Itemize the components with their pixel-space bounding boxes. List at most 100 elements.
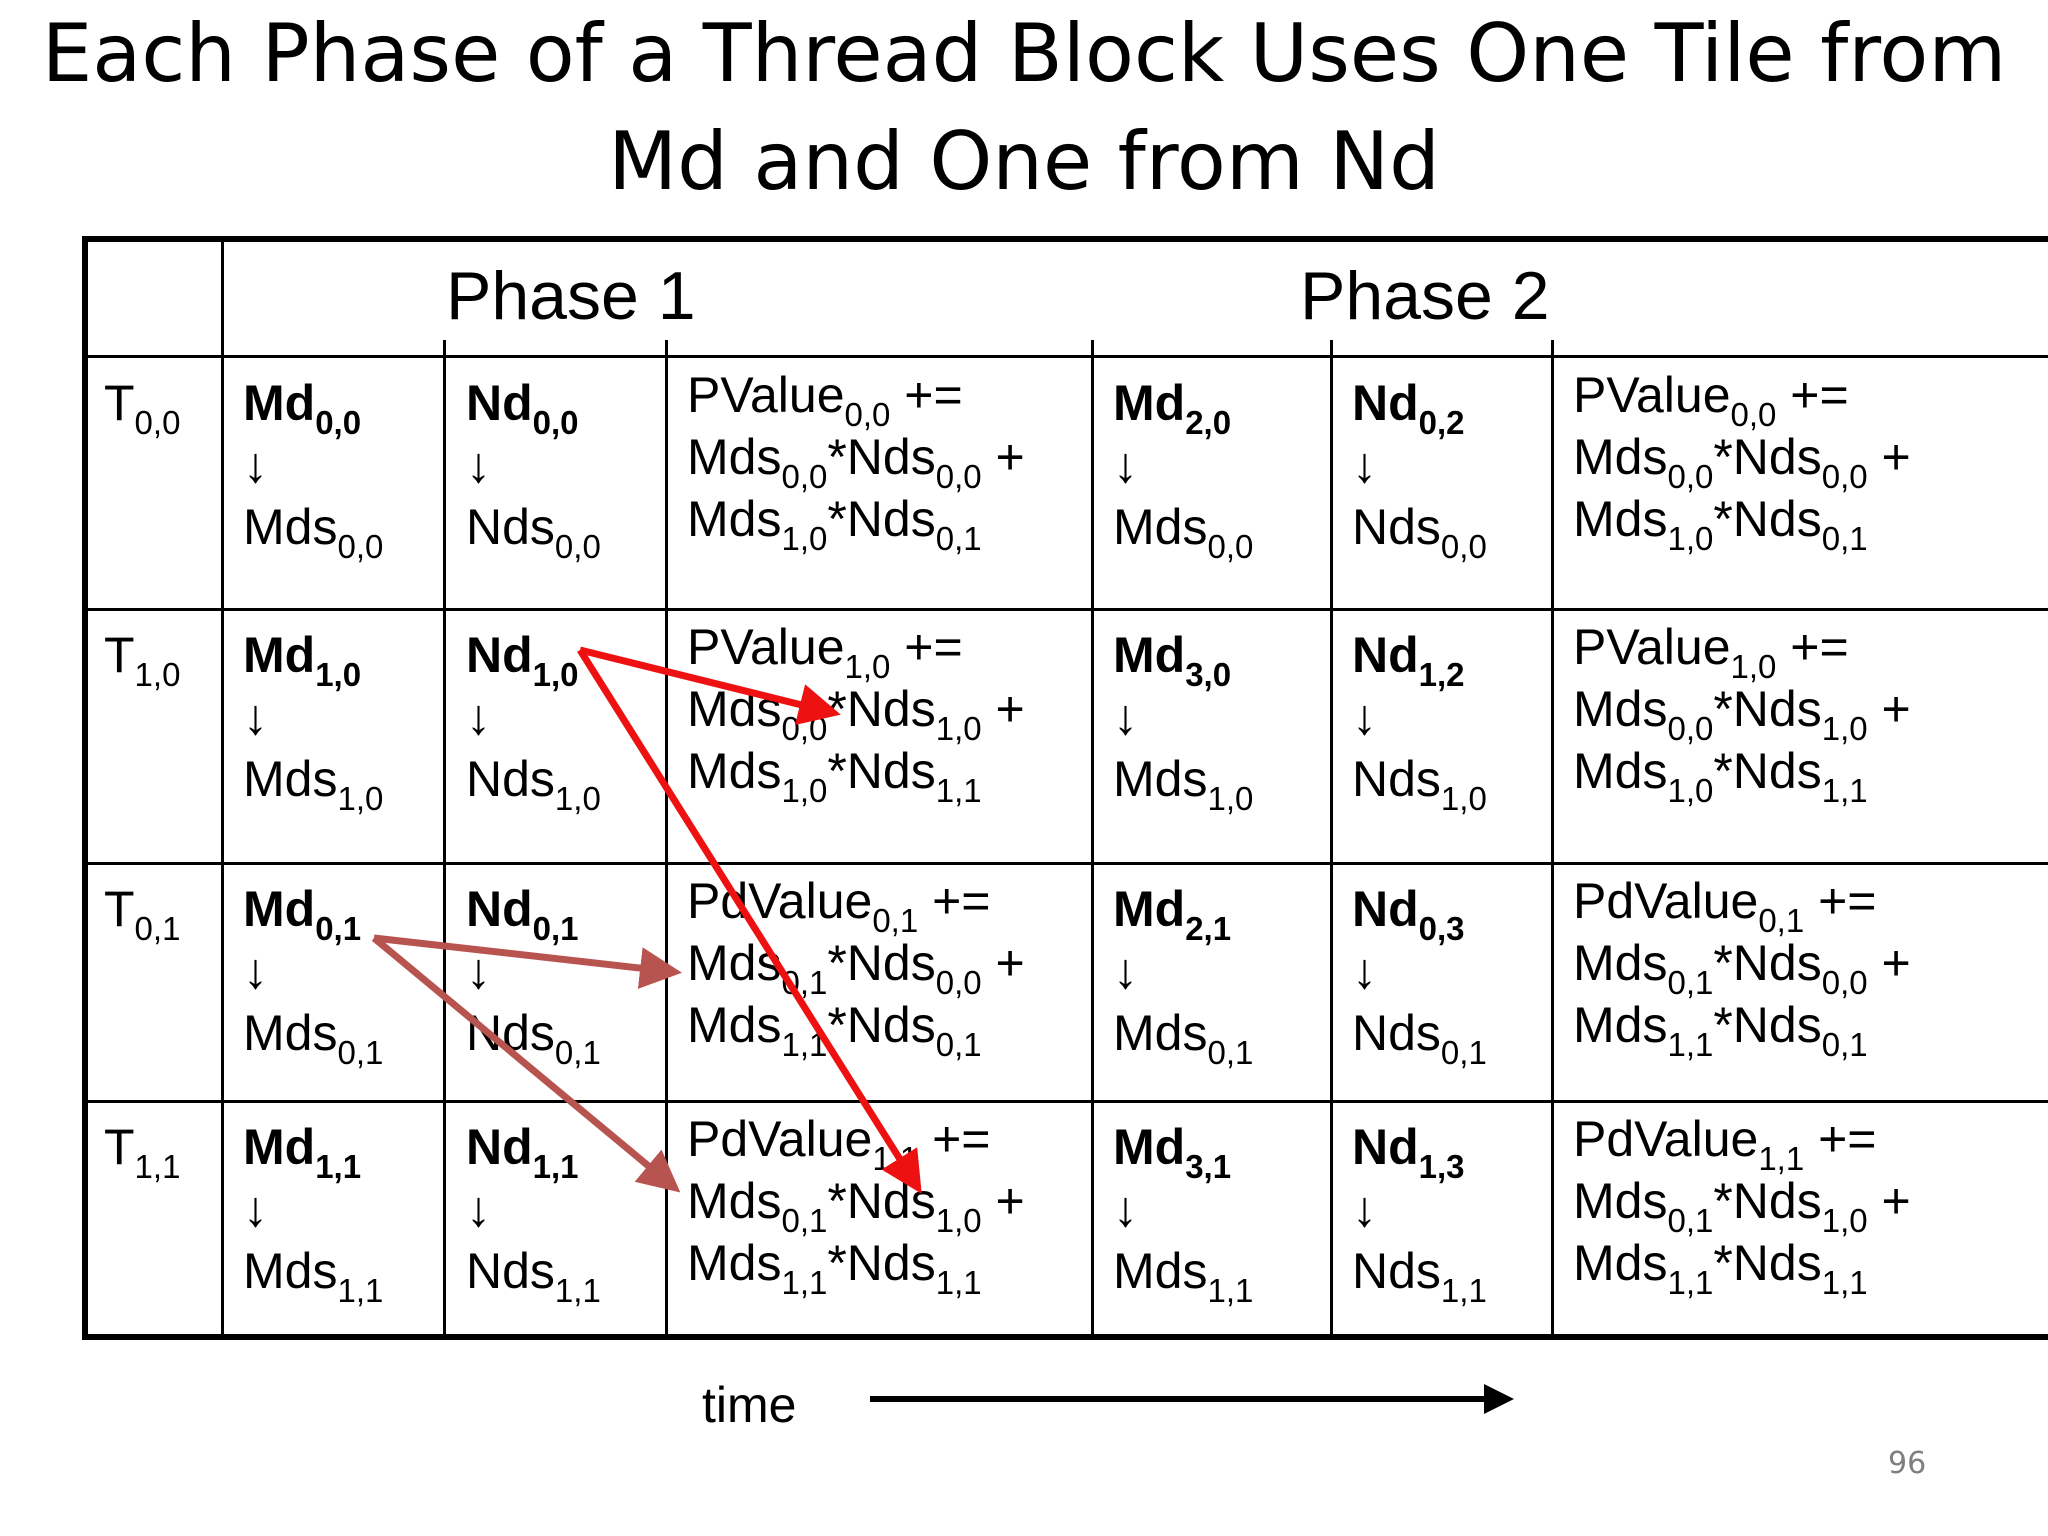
term2-mds-index: 1,0 [781,772,828,809]
md-dest: Mds [1113,499,1208,555]
md-dest: Mds [1113,1005,1208,1061]
term1-mds-index: 0,1 [1667,1202,1714,1239]
md-source: Md [243,1119,316,1175]
nd-source-index: 0,1 [532,910,579,947]
pvalue-cell: PValue1,0 += Mds0,0*Nds1,0 + Mds1,0*Nds1,1 [1573,616,1911,807]
md-dest: Mds [1113,751,1208,807]
term-nds: *Nds [1713,935,1822,991]
nd-dest-index: 1,0 [1440,780,1487,817]
nd-dest: Nds [466,499,555,555]
down-arrow-icon: ↓ [1113,1181,1138,1237]
thread-letter: T [104,881,135,937]
md-source-index: 1,1 [315,1148,362,1185]
term-mds: Mds [1573,681,1668,737]
term-nds: *Nds [1713,1235,1822,1291]
nd-source-index: 1,3 [1418,1148,1465,1185]
md-dest-index: 1,1 [1207,1272,1254,1309]
pvalue-op: += [918,1111,991,1167]
pvalue-op: += [1804,1111,1877,1167]
term-nds: *Nds [827,491,936,547]
row-separator-1 [82,608,2048,611]
nd-load-cell: Nd0,0 ↓ Nds0,0 [466,372,601,563]
col-separator-p1-nd [665,340,668,1338]
term-mds: Mds [1573,997,1668,1053]
md-dest: Mds [1113,1243,1208,1299]
thread-index: 1,0 [134,656,181,693]
pvalue-op: += [918,873,991,929]
down-arrow-icon: ↓ [466,689,491,745]
term1-mds-index: 0,0 [1667,710,1714,747]
thread-letter: T [104,627,135,683]
nd-source-index: 0,0 [532,404,579,441]
md-source: Md [1113,627,1186,683]
term-nds: *Nds [827,997,936,1053]
pvalue-index: 1,0 [1730,648,1777,685]
md-dest: Mds [243,751,338,807]
term1-nds-index: 1,0 [1821,1202,1868,1239]
term-nds: *Nds [827,681,936,737]
nd-dest: Nds [466,751,555,807]
term2-mds-index: 1,1 [781,1026,828,1063]
col-separator-phase [1091,340,1094,1338]
nd-source-index: 0,2 [1418,404,1465,441]
thread-label: T1,0 [104,624,180,691]
nd-dest: Nds [466,1005,555,1061]
nd-dest-index: 1,0 [554,780,601,817]
term-mds: Mds [687,1235,782,1291]
down-arrow-icon: ↓ [1113,689,1138,745]
md-source-index: 2,1 [1185,910,1232,947]
term-mds: Mds [1573,429,1668,485]
term-nds: *Nds [827,429,936,485]
term1-nds-index: 1,0 [1821,710,1868,747]
nd-load-cell: Nd1,3 ↓ Nds1,1 [1352,1116,1487,1307]
pvalue-op: += [890,619,963,675]
term-nds: *Nds [1713,1173,1822,1229]
md-dest-index: 0,0 [1207,528,1254,565]
term1-mds-index: 0,1 [1667,964,1714,1001]
term-mds: Mds [1573,1235,1668,1291]
md-dest-index: 0,1 [1207,1034,1254,1071]
md-source: Md [243,375,316,431]
term-mds: Mds [1573,1173,1668,1229]
md-load-cell: Md3,0 ↓ Mds1,0 [1113,624,1253,815]
nd-source: Nd [1352,375,1419,431]
nd-source-index: 0,3 [1418,910,1465,947]
down-arrow-icon: ↓ [1352,943,1377,999]
nd-source: Nd [466,627,533,683]
term1-mds-index: 0,0 [781,458,828,495]
term1-nds-index: 1,0 [935,710,982,747]
term2-mds-index: 1,0 [781,520,828,557]
md-load-cell: Md2,1 ↓ Mds0,1 [1113,878,1253,1069]
plus-sign: + [981,1173,1025,1229]
md-source-index: 1,0 [315,656,362,693]
md-dest: Mds [243,499,338,555]
term2-nds-index: 0,1 [1821,1026,1868,1063]
pvalue-cell: PdValue1,1 += Mds0,1*Nds1,0 + Mds1,1*Nds1,… [687,1108,1025,1299]
md-source-index: 0,1 [315,910,362,947]
term-mds: Mds [1573,743,1668,799]
pvalue-name: PValue [1573,619,1731,675]
md-load-cell: Md1,0 ↓ Mds1,0 [243,624,383,815]
pvalue-cell: PdValue0,1 += Mds0,1*Nds0,0 + Mds1,1*Nds0,… [687,870,1025,1061]
phase-2-header: Phase 2 [1300,258,1550,334]
term1-mds-index: 0,1 [781,1202,828,1239]
md-source: Md [243,881,316,937]
term-mds: Mds [687,681,782,737]
pvalue-op: += [1776,619,1849,675]
plus-sign: + [981,681,1025,737]
thread-index: 1,1 [134,1148,181,1185]
md-load-cell: Md0,0 ↓ Mds0,0 [243,372,383,563]
term-mds: Mds [687,1173,782,1229]
term-nds: *Nds [827,1235,936,1291]
nd-dest: Nds [1352,499,1441,555]
md-dest-index: 1,0 [337,780,384,817]
term2-nds-index: 1,1 [935,772,982,809]
md-dest: Mds [243,1005,338,1061]
md-source-index: 0,0 [315,404,362,441]
row-separator-3 [82,1100,2048,1103]
plus-sign: + [1867,681,1911,737]
nd-dest: Nds [1352,1005,1441,1061]
md-dest: Mds [243,1243,338,1299]
nd-source: Nd [1352,1119,1419,1175]
pvalue-cell: PValue0,0 += Mds0,0*Nds0,0 + Mds1,0*Nds0,1 [1573,364,1911,555]
